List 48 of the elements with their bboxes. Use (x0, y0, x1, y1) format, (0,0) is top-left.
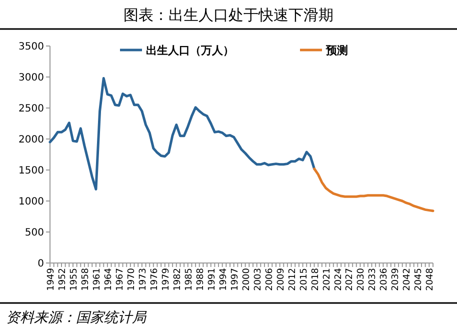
line-series (48, 76, 316, 190)
x-tick-label: 1973 (138, 268, 148, 291)
y-tick-label: 3000 (18, 72, 44, 84)
x-tick-label: 2048 (426, 268, 436, 291)
x-tick-label: 1964 (104, 268, 114, 291)
x-tick-label: 2006 (264, 268, 275, 291)
x-tick-label: 2045 (414, 268, 424, 291)
chart-title: 图表：出生人口处于快速下滑期 (124, 6, 334, 24)
legend-label: 出生人口（万人） (146, 44, 234, 57)
x-tick-label: 2033 (368, 268, 378, 291)
x-tick-label: 2021 (322, 268, 332, 291)
x-tick-label: 1988 (196, 268, 206, 291)
x-tick-label: 2018 (310, 268, 321, 291)
y-tick-label: 1000 (18, 196, 44, 208)
y-tick-label: 3500 (18, 42, 44, 52)
x-tick-label: 2003 (253, 268, 264, 291)
line-series (313, 168, 434, 212)
x-tick-label: 1970 (126, 268, 137, 291)
x-tick-label: 1967 (115, 268, 126, 291)
x-tick-label: 2027 (345, 268, 356, 291)
x-tick-label: 2042 (402, 268, 413, 291)
y-tick-label: 2500 (18, 104, 44, 114)
x-tick-label: 2012 (288, 268, 298, 291)
x-tick-label: 1976 (150, 268, 160, 291)
text: 资料来源：国家统计局 (6, 310, 147, 326)
x-tick-label: 1949 (46, 268, 56, 291)
x-tick-label: 2036 (380, 268, 390, 291)
x-tick-label: 1982 (172, 268, 183, 291)
x-tick-label: 1961 (92, 268, 102, 291)
x-tick-label: 2039 (391, 268, 402, 291)
y-tick-label: 0 (38, 258, 44, 270)
x-tick-label: 2030 (356, 268, 367, 291)
y-tick-label: 500 (24, 228, 44, 238)
x-tick-label: 2009 (276, 268, 286, 291)
x-tick-label: 1955 (69, 268, 80, 291)
x-tick-label: 1952 (58, 268, 68, 291)
x-tick-label: 1991 (207, 268, 218, 291)
legend-label: 预测 (325, 44, 348, 57)
x-tick-label: 2000 (242, 268, 252, 291)
x-tick-label: 1985 (184, 268, 194, 291)
x-tick-label: 2015 (299, 268, 310, 291)
x-tick-label: 1997 (230, 268, 240, 291)
y-tick-label: 2000 (18, 134, 44, 146)
x-tick-label: 1958 (80, 268, 91, 291)
y-tick-label: 1500 (18, 166, 44, 176)
x-tick-label: 2024 (334, 268, 344, 291)
x-tick-label: 1994 (218, 268, 229, 291)
x-tick-label: 1979 (161, 268, 172, 291)
